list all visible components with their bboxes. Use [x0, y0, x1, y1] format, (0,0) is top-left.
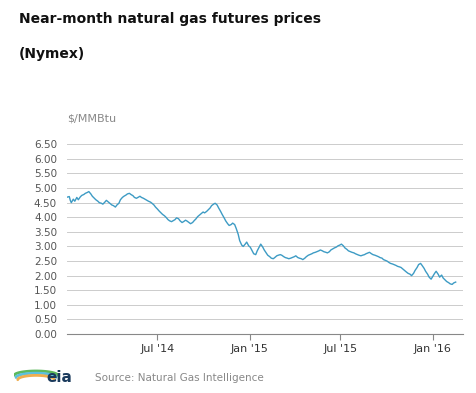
Text: $/MMBtu: $/MMBtu	[67, 114, 116, 124]
Text: Near-month natural gas futures prices: Near-month natural gas futures prices	[19, 12, 320, 26]
Text: Source: Natural Gas Intelligence: Source: Natural Gas Intelligence	[95, 373, 264, 383]
Text: eia: eia	[47, 370, 72, 385]
Text: (Nymex): (Nymex)	[19, 47, 85, 61]
